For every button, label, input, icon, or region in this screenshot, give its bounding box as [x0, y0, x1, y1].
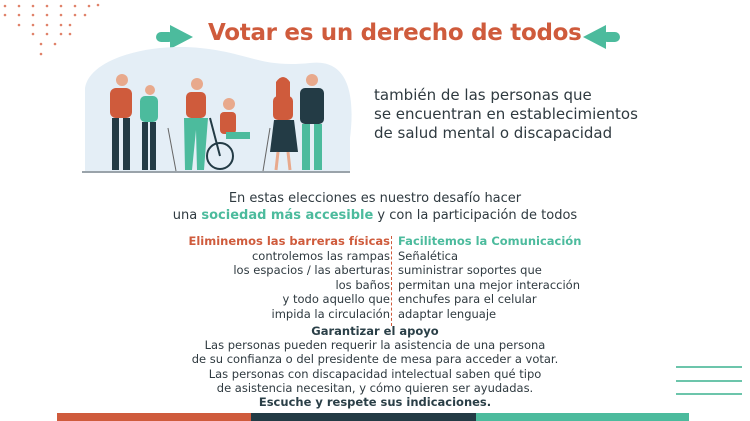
support-line: de asistencia necesitan, y cómo quieren … — [216, 380, 534, 395]
barriers-item: impida la circulación — [271, 306, 390, 321]
barriers-item: controlemos las rampas — [251, 248, 390, 263]
communication-item: permitan una mejor interacción — [398, 277, 580, 292]
footer-bar-orange — [57, 413, 251, 421]
intro-line: En estas elecciones es nuestro desafío h… — [228, 191, 522, 206]
communication-column: Facilitemos la Comunicación Señalética s… — [398, 234, 581, 321]
support-section: Garantizar el apoyo Las personas pueden … — [0, 324, 750, 409]
support-closing: Escuche y respete sus indicaciones. — [258, 395, 492, 410]
decorative-line — [676, 393, 742, 395]
support-line: Las personas pueden requerir la asistenc… — [204, 338, 546, 353]
footer-bar-teal — [476, 413, 689, 421]
decorative-line — [676, 366, 742, 368]
intro-text-post: y con la participación de todos — [373, 208, 578, 223]
people-illustration — [82, 47, 352, 173]
intro-text: En estas elecciones es nuestro desafío h… — [0, 190, 750, 224]
support-heading: Garantizar el apoyo — [311, 324, 439, 338]
barriers-item: los espacios / las aberturas — [233, 263, 390, 277]
communication-item: adaptar lenguaje — [398, 306, 497, 321]
subtitle-line: se encuentran en establecimientos — [374, 105, 638, 123]
barriers-column: Eliminemos las barreras físicas controle… — [188, 234, 390, 321]
subtitle-line: de salud mental o discapacidad — [374, 124, 613, 142]
dot-pattern-decoration — [3, 3, 100, 56]
intro-highlight: sociedad más accesible — [201, 208, 374, 223]
barriers-item: los baños — [335, 277, 390, 292]
barriers-heading: Eliminemos las barreras físicas — [188, 234, 390, 248]
subtitle: también de las personas que se encuentra… — [374, 86, 638, 143]
column-divider — [391, 236, 392, 326]
communication-item: Señalética — [398, 248, 459, 263]
support-line: Las personas con discapacidad intelectua… — [208, 366, 542, 381]
barriers-item: y todo aquello que — [282, 292, 390, 306]
arrow-left-icon — [583, 25, 620, 49]
support-line: de su confianza o del presidente de mesa… — [191, 352, 559, 367]
footer-bar-dark — [251, 413, 476, 421]
communication-item: enchufes para el celular — [398, 292, 537, 306]
arrow-right-icon — [156, 25, 193, 49]
communication-heading: Facilitemos la Comunicación — [398, 234, 582, 248]
page-title: Votar es un derecho de todos — [208, 20, 582, 46]
communication-item: suministrar soportes que — [398, 263, 542, 277]
subtitle-line: también de las personas que — [374, 86, 592, 104]
decorative-line — [676, 380, 742, 382]
intro-text-pre: una — [172, 208, 202, 223]
